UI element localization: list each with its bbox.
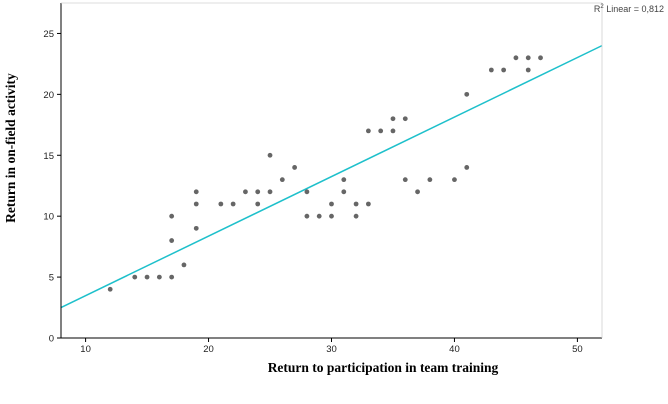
- data-point: [169, 213, 175, 219]
- x-tick-label: 50: [572, 344, 583, 355]
- data-point: [316, 213, 322, 219]
- data-point: [538, 55, 543, 61]
- data-point: [169, 274, 175, 280]
- x-tick-label: 30: [326, 344, 337, 355]
- data-point: [329, 201, 334, 207]
- y-tick-label: 0: [49, 334, 54, 345]
- data-point: [390, 128, 396, 134]
- data-point: [488, 67, 494, 73]
- y-axis-title: Return in on-field activity: [3, 73, 18, 223]
- data-point: [501, 67, 507, 73]
- y-tick-label: 25: [43, 29, 54, 40]
- x-tick-label: 40: [449, 344, 460, 355]
- data-point: [464, 91, 470, 97]
- data-point: [415, 189, 420, 195]
- data-point: [304, 213, 310, 219]
- x-axis-title: Return to participation in team training: [268, 360, 499, 375]
- data-point: [193, 201, 199, 207]
- data-point: [267, 189, 273, 195]
- data-point: [107, 286, 113, 292]
- x-tick-label: 10: [80, 344, 91, 355]
- data-point: [292, 165, 298, 170]
- r-squared-prefix: R: [594, 4, 601, 14]
- data-point: [378, 128, 384, 134]
- data-point: [193, 225, 199, 231]
- data-point: [144, 274, 150, 280]
- data-point: [267, 152, 273, 158]
- r-squared-value: Linear = 0,812: [604, 4, 664, 14]
- data-point: [304, 189, 310, 195]
- data-point: [255, 201, 261, 207]
- axes-layer: [60, 2, 603, 339]
- data-point: [390, 116, 396, 122]
- data-point: [255, 189, 261, 195]
- data-point: [353, 213, 359, 219]
- fit-line: [60, 44, 603, 309]
- data-point: [365, 201, 371, 207]
- data-point: [132, 274, 138, 280]
- data-point: [402, 177, 408, 183]
- data-point: [525, 55, 531, 61]
- data-point: [218, 201, 224, 207]
- y-tick-label: 20: [43, 90, 54, 101]
- ticks-layer: 10 20 30 40 50 0 5 10 15 20 25: [43, 29, 582, 355]
- r-squared-superscript: 2: [600, 4, 604, 10]
- y-tick-label: 5: [49, 273, 54, 284]
- data-point: [329, 213, 334, 219]
- data-point: [525, 67, 531, 73]
- data-point: [341, 177, 347, 183]
- data-point: [156, 274, 162, 280]
- data-point: [279, 177, 285, 183]
- points-layer: [107, 55, 543, 292]
- data-point: [365, 128, 371, 134]
- data-point: [181, 262, 187, 268]
- data-point: [427, 177, 433, 183]
- data-point: [193, 189, 199, 195]
- x-tick-label: 20: [203, 344, 214, 355]
- data-point: [243, 189, 248, 195]
- fit-line-layer: [60, 44, 603, 309]
- r-squared-annotation: R2 Linear = 0,812: [594, 4, 664, 14]
- data-point: [402, 116, 408, 122]
- data-point: [341, 189, 347, 195]
- data-point: [169, 238, 175, 243]
- y-tick-label: 10: [43, 212, 54, 223]
- data-point: [230, 201, 236, 207]
- y-tick-label: 15: [43, 151, 54, 162]
- data-point: [513, 55, 519, 61]
- data-point: [353, 201, 359, 207]
- data-point: [464, 165, 470, 170]
- data-point: [452, 177, 457, 183]
